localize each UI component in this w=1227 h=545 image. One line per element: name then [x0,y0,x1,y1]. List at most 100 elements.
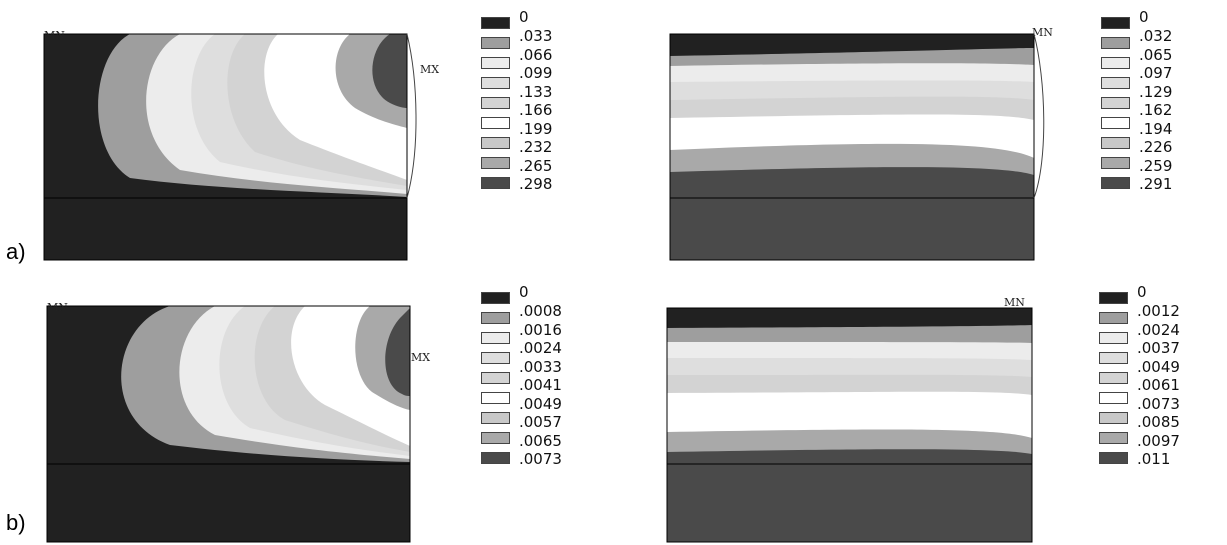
legend-value-label: .0033 [519,357,562,376]
base-block [666,463,1033,543]
legend-value-label: .032 [1139,27,1173,45]
legend-swatch [481,77,510,89]
legend-value-label: .011 [1137,450,1171,468]
legend-swatch [1099,372,1128,384]
legend-value-label: .199 [519,119,553,138]
legend-swatch [481,292,510,304]
legend-swatch [1101,97,1130,109]
deformed-edge [1033,33,1045,199]
legend-value-label: .065 [1139,45,1173,64]
legend-swatch [481,157,510,169]
legend-value-label: .0065 [519,431,562,450]
min-marker-label: MN [47,301,68,314]
legend-b-left: 0 .0008.0016.0024.0033.0041.0049.0057.00… [481,283,611,486]
legend-a-left: 0 .033.066.099.133.166.199.232.265.298 [481,8,611,211]
legend-value-label: .298 [519,175,553,193]
legend-swatch [1101,117,1130,129]
legend-value-label: .265 [519,156,553,175]
legend-swatch [481,97,510,109]
legend-swatch [1099,412,1128,424]
contour-band [385,308,410,396]
legend-value-label: .0049 [1137,357,1180,376]
legend-value-label: .259 [1139,156,1173,175]
legend-value-label: .0037 [1137,339,1180,357]
legend-value-label: .166 [519,101,553,119]
legend-zero-label: 0 [1137,283,1147,301]
legend-swatch [1099,312,1128,324]
legend-value-label: .133 [519,82,553,101]
legend-value-label: .033 [519,27,553,45]
legend-swatch [1101,157,1130,169]
legend-value-label: .0061 [1137,376,1180,394]
legend-value-label: .0073 [1137,394,1180,413]
legend-swatch [1101,77,1130,89]
legend-swatch [481,57,510,69]
contour-plot-a-left: MN MX [43,29,439,261]
legend-value-label: .0073 [519,450,562,468]
legend-swatch [1099,332,1128,344]
plot-border [43,33,408,261]
legend-swatch [481,312,510,324]
legend-value-label: .0085 [1137,413,1180,431]
min-marker-label: MN [44,29,65,42]
base-block [46,463,411,543]
legend-value-label: .0024 [1137,320,1180,339]
max-marker-label: MX [411,351,430,364]
legend-zero-label: 0 [519,283,529,301]
legend-swatch [481,137,510,149]
min-marker-label: MN [1004,296,1025,309]
legend-swatch [481,432,510,444]
legend-swatch [481,372,510,384]
legend-value-label: .0008 [519,302,562,320]
legend-value-label: .099 [519,64,553,82]
legend-swatch [1099,352,1128,364]
plot-border [669,33,1035,261]
legend-swatch [481,392,510,404]
legend-value-label: .162 [1139,101,1173,119]
row-label-b: b) [6,510,26,535]
legend-swatch [481,452,510,464]
deformed-edge [406,33,417,199]
min-marker-label: MN [1032,26,1053,39]
legend-zero-label: 0 [519,8,529,26]
legend-value-label: .226 [1139,138,1173,156]
contour-plot-b-right: MN [666,296,1033,543]
legend-value-label: .0016 [519,320,562,339]
legend-value-label: .194 [1139,119,1173,138]
legend-value-label: .097 [1139,64,1173,82]
legend-value-label: .129 [1139,82,1173,101]
legend-value-label: .0057 [519,413,562,431]
legend-swatch [1101,137,1130,149]
row-label-a: a) [6,239,26,264]
legend-value-label: .0041 [519,376,562,394]
legend-swatch [481,117,510,129]
contour-plot-a-right: MN [669,26,1053,261]
legend-swatch [481,37,510,49]
legend-swatch [1101,37,1130,49]
base-block [43,197,408,261]
legend-swatch [1099,432,1128,444]
plot-border [666,307,1033,543]
legend-value-label: .0049 [519,394,562,413]
legend-a-right: 0 .032.065.097.129.162.194.226.259.291 [1101,8,1227,211]
legend-value-label: .0012 [1137,302,1180,320]
legend-swatch [1101,57,1130,69]
legend-swatch [481,412,510,424]
legend-swatch [481,332,510,344]
legend-b-right: 0 .0012.0024.0037.0049.0061.0073.0085.00… [1099,283,1227,486]
base-block [669,197,1035,261]
contour-band [670,34,1034,56]
max-marker-label: MX [420,63,439,76]
legend-swatch [481,17,510,29]
legend-zero-label: 0 [1139,8,1149,26]
legend-value-label: .066 [519,45,553,64]
legend-value-label: .291 [1139,175,1173,193]
legend-swatch [1101,177,1130,189]
plot-border [46,305,411,543]
contour-plot-b-left: MN MX [46,301,430,543]
legend-swatch [481,177,510,189]
contour-band [372,34,407,108]
legend-swatch [1101,17,1130,29]
contour-band [667,308,1032,328]
